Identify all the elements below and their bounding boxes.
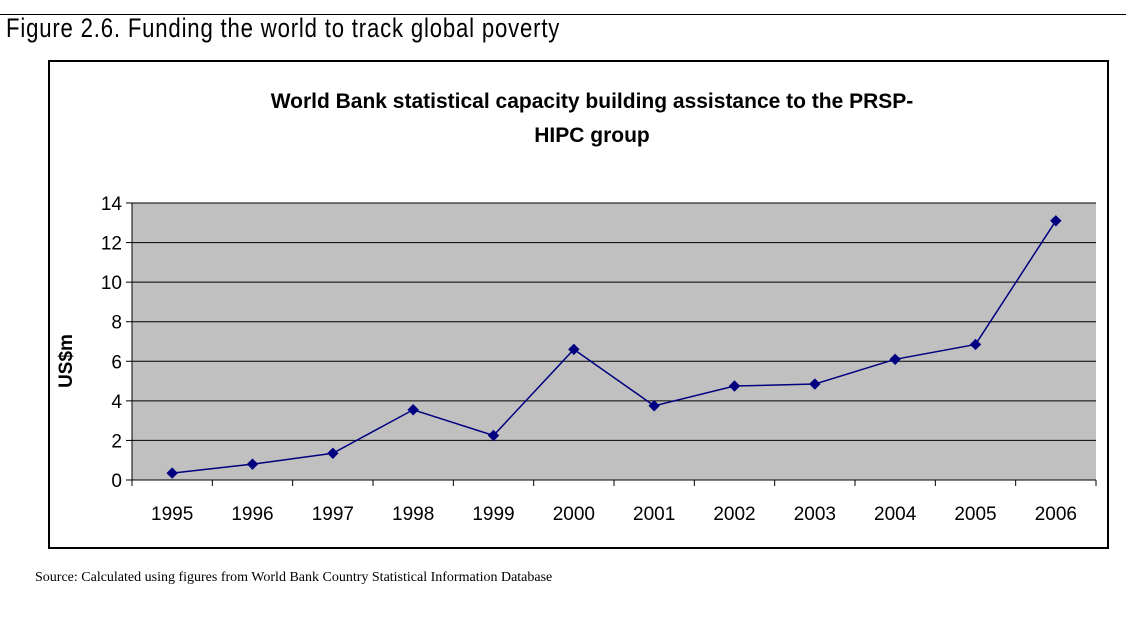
series-line [172,220,1057,474]
data-point-1998 [407,404,419,416]
x-tick-label: 2001 [633,504,675,525]
y-tick-label: 6 [111,352,122,373]
top-rule [0,14,1126,15]
y-tick-label: 8 [111,313,122,334]
y-tick-label: 14 [101,194,123,215]
y-axis-label: US$m [56,334,77,388]
data-point-2003 [809,378,821,390]
chart-title-line-2: HIPC group [534,124,650,147]
x-tick-label: 2003 [794,504,836,525]
y-tick-label: 0 [111,471,122,492]
y-tick-label: 12 [101,234,122,255]
x-tick-label: 1995 [151,504,193,525]
x-tick-label: 1996 [231,504,273,525]
data-point-2004 [889,353,901,366]
chart-title-line-1: World Bank statistical capacity building… [271,90,914,113]
x-tick-label: 1999 [472,504,514,525]
data-point-2001 [648,400,660,412]
plot-background [132,203,1096,480]
x-tick-label: 2004 [874,504,917,525]
source-note: Source: Calculated using figures from Wo… [35,570,553,585]
figure-heading: Figure 2.6. Funding the world to track g… [6,13,561,43]
data-point-2000 [568,343,580,356]
x-tick-label: 1997 [312,504,354,525]
x-tick-label: 1998 [392,504,434,525]
data-point-2005 [969,338,982,351]
x-tick-label: 2006 [1035,504,1077,525]
y-tick-label: 2 [111,431,122,452]
data-point-1996 [246,458,259,470]
x-tick-label: 2005 [954,504,996,525]
line-chart: World Bank statistical capacity building… [56,90,1097,525]
x-tick-label: 2000 [553,504,595,525]
x-tick-label: 2002 [713,504,755,525]
y-tick-label: 10 [101,273,122,294]
data-point-2002 [728,380,741,392]
y-tick-label: 4 [111,392,122,413]
data-point-1999 [487,429,500,442]
plot-area: 0 2 4 6 8 10 12 14 1995 1996 1997 1998 1999 2000 2001 2… [101,194,1097,525]
data-point-1995 [166,467,178,479]
chart-frame: World Bank statistical capacity building… [48,60,1109,549]
data-point-1997 [327,447,339,459]
data-point-2006 [1050,215,1062,227]
